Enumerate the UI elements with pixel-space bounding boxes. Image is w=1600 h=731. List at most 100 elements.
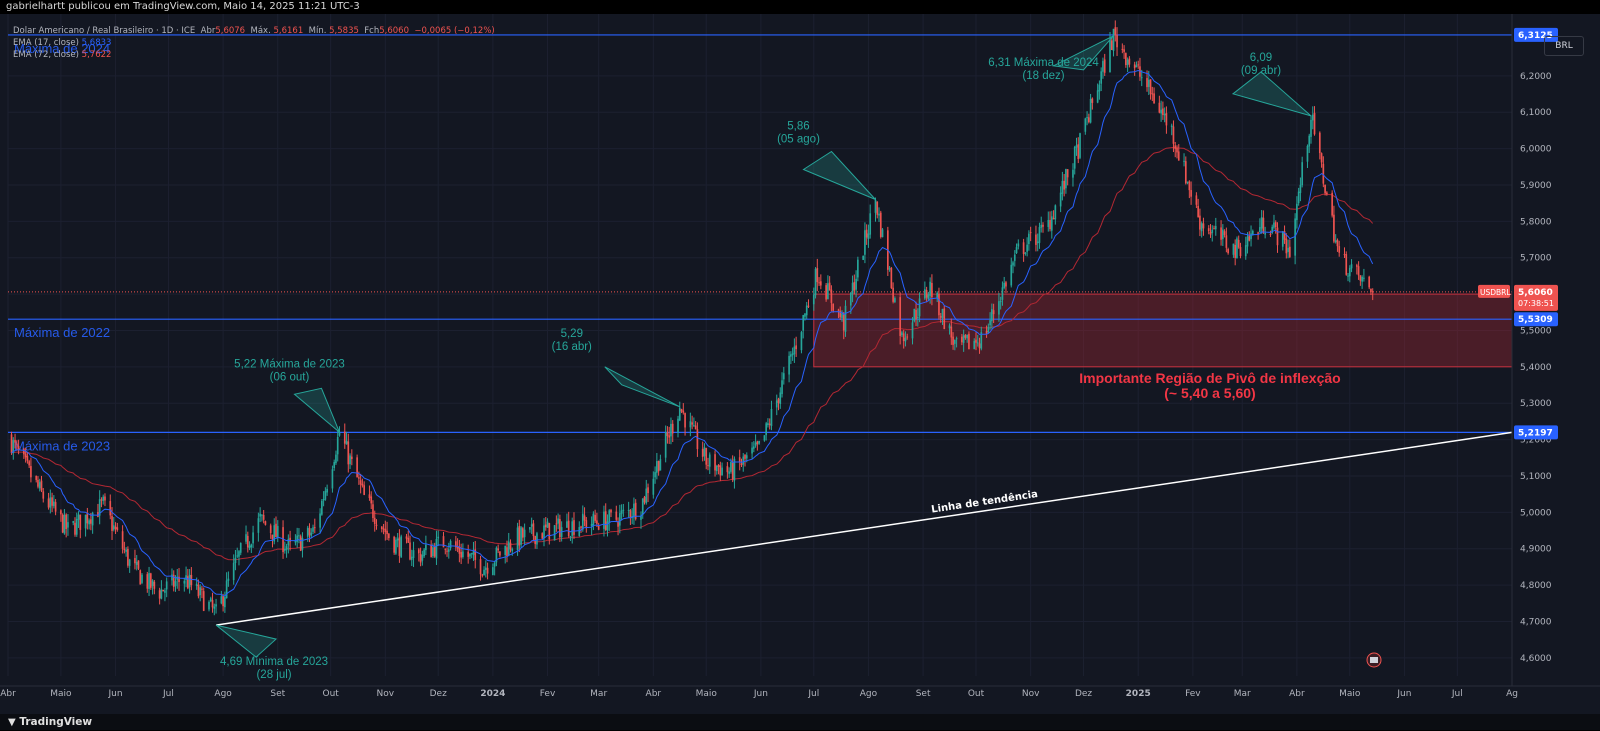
candle-body bbox=[347, 441, 350, 465]
grid bbox=[0, 14, 1600, 714]
candle-body bbox=[819, 281, 822, 286]
x-tick-label: Abr bbox=[1289, 689, 1305, 699]
candle-body bbox=[1035, 234, 1037, 245]
candle-body bbox=[395, 539, 397, 554]
candle-body bbox=[1098, 84, 1101, 92]
candle-body bbox=[1100, 71, 1103, 84]
candle-body bbox=[72, 520, 75, 523]
tradingview-logo: ▼ TradingView bbox=[8, 714, 92, 731]
annotation-arrow bbox=[293, 387, 340, 433]
annotation-arrow bbox=[215, 624, 278, 658]
candle-body bbox=[902, 333, 905, 342]
candle-body bbox=[534, 535, 537, 545]
candle-body bbox=[232, 562, 235, 581]
last-price-countdown: 07:38:51 bbox=[1518, 299, 1554, 308]
legend-ema17-line[interactable]: EMA (17, close) 5,6833 bbox=[13, 38, 111, 48]
candle-body bbox=[250, 544, 253, 548]
candle-body bbox=[396, 538, 399, 541]
y-tick-label: 6,1000 bbox=[1520, 108, 1552, 118]
candle-body bbox=[419, 553, 422, 563]
candle-body bbox=[629, 510, 632, 518]
candle-body bbox=[1225, 235, 1228, 248]
candle-body bbox=[881, 229, 884, 238]
candle-body bbox=[1188, 181, 1191, 191]
candle-body bbox=[1251, 230, 1254, 235]
candle-body bbox=[49, 497, 52, 508]
candle-body bbox=[506, 547, 508, 556]
candle-body bbox=[961, 336, 963, 343]
candle-body bbox=[1036, 241, 1039, 244]
candle-body bbox=[869, 213, 872, 235]
candle-body bbox=[1259, 227, 1261, 233]
candle-body bbox=[261, 514, 263, 516]
candle-body bbox=[680, 409, 683, 412]
candle-body bbox=[654, 472, 656, 478]
candle-body bbox=[1084, 118, 1087, 132]
candle-body bbox=[1038, 227, 1041, 243]
candle-body bbox=[370, 496, 373, 504]
candle-body bbox=[841, 313, 843, 319]
candle-body bbox=[299, 536, 302, 551]
level-label: Máxima de 2022 bbox=[14, 325, 110, 340]
y-tick-label: 5,3000 bbox=[1520, 399, 1552, 409]
candle-body bbox=[479, 559, 482, 575]
candle-body bbox=[1336, 239, 1339, 247]
candle-body bbox=[1128, 58, 1131, 65]
annotation-title: 6,31 Máxima de 2024 bbox=[988, 57, 1099, 69]
candle-body bbox=[358, 477, 360, 479]
candle-body bbox=[1213, 228, 1215, 230]
candle-body bbox=[1017, 243, 1020, 247]
candle-body bbox=[172, 574, 175, 587]
tradingview-logo-icon: ▼ bbox=[8, 717, 16, 728]
candle-body bbox=[1165, 112, 1168, 126]
candle-body bbox=[164, 590, 166, 593]
candle-body bbox=[620, 510, 623, 514]
candle-body bbox=[1073, 146, 1076, 169]
candle-body bbox=[705, 448, 708, 465]
candle-body bbox=[63, 514, 66, 534]
candle-body bbox=[35, 475, 38, 480]
candle-body bbox=[941, 308, 944, 318]
candle-body bbox=[483, 569, 485, 576]
candle-body bbox=[1087, 117, 1090, 123]
candle-body bbox=[522, 528, 524, 538]
candle-body bbox=[738, 457, 741, 463]
candle-body bbox=[1371, 291, 1374, 293]
candle-body bbox=[437, 536, 440, 539]
candle-body bbox=[430, 544, 433, 558]
candle-body bbox=[1176, 147, 1178, 153]
candle-body bbox=[208, 601, 210, 610]
candle-body bbox=[973, 340, 976, 350]
pivot-zone-label: Importante Região de Pivô de inflexção bbox=[1079, 370, 1340, 386]
legend-low-label: Mín. bbox=[308, 26, 327, 36]
candle-body bbox=[456, 545, 459, 549]
candle-body bbox=[1114, 27, 1117, 36]
candle-body bbox=[976, 342, 979, 344]
candle-body bbox=[417, 549, 420, 554]
candle-body bbox=[1116, 35, 1118, 48]
candle-body bbox=[10, 434, 13, 453]
candle-body bbox=[116, 527, 119, 531]
candle-body bbox=[499, 551, 501, 556]
candle-body bbox=[324, 490, 327, 500]
candle-body bbox=[1207, 228, 1210, 232]
candle-body bbox=[751, 447, 753, 454]
x-tick-label: Jun bbox=[108, 689, 123, 699]
candle-body bbox=[911, 322, 914, 339]
candle-body bbox=[264, 521, 267, 525]
currency-selector[interactable]: BRL bbox=[1544, 36, 1584, 56]
candle-body bbox=[1359, 275, 1362, 281]
candle-body bbox=[962, 335, 965, 343]
candle-body bbox=[689, 421, 692, 428]
candle-body bbox=[1200, 223, 1203, 232]
x-tick-label: Jul bbox=[807, 689, 819, 699]
legend-ema72-line[interactable]: EMA (72, close) 5,7622 bbox=[13, 50, 111, 60]
annotation-date: (16 abr) bbox=[552, 341, 592, 353]
candle-body bbox=[793, 346, 796, 355]
candle-body bbox=[569, 536, 572, 538]
candle-body bbox=[42, 491, 45, 499]
candle-body bbox=[1125, 53, 1127, 65]
candle-body bbox=[98, 499, 101, 516]
candle-body bbox=[322, 499, 325, 501]
candle-body bbox=[733, 458, 736, 481]
